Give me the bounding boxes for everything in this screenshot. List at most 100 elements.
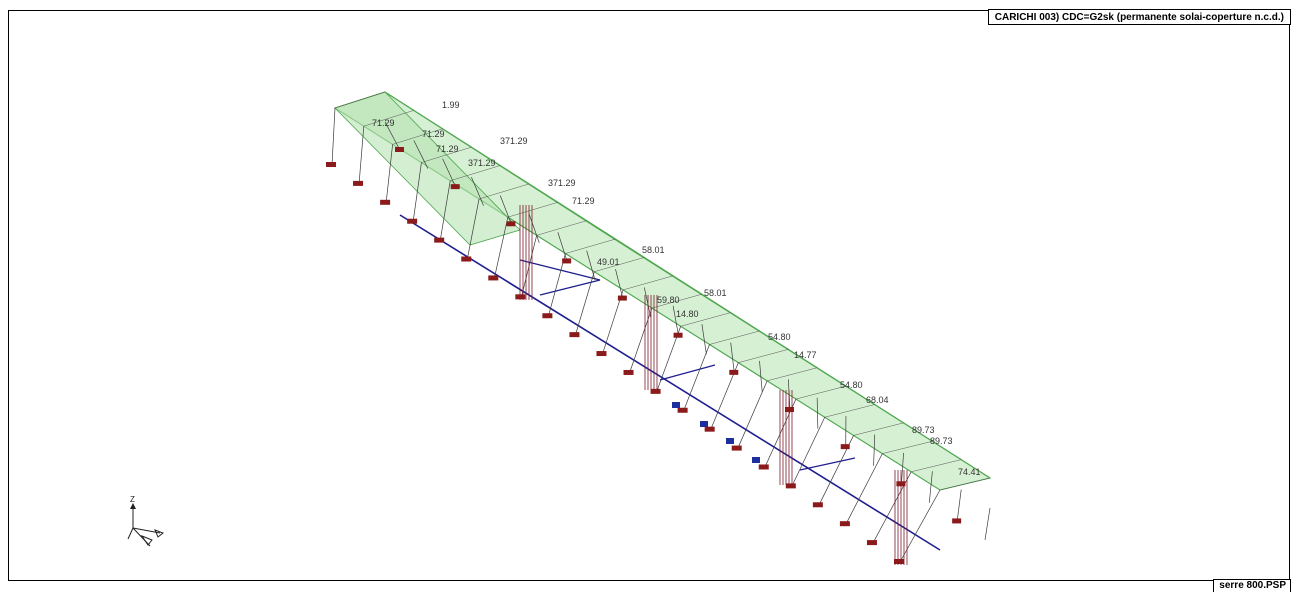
- purlin: [507, 202, 558, 218]
- purlin: [536, 220, 587, 236]
- column: [384, 121, 401, 151]
- column: [872, 471, 912, 544]
- load-labels: 1.99 71.29 371.29 71.29 71.29 371.29 371.29 71.…: [372, 100, 981, 477]
- tie-beam: [519, 259, 601, 281]
- axes-triad-icon: Z: [127, 495, 164, 547]
- purlin: [795, 385, 847, 400]
- column: [701, 324, 707, 355]
- support-icon: [569, 332, 580, 338]
- purlin: [680, 312, 731, 327]
- load-value-label: 89.73: [930, 436, 953, 446]
- column: [928, 471, 933, 503]
- load-value-label: 89.73: [912, 425, 935, 435]
- column: [471, 177, 484, 206]
- support-icon: [812, 502, 823, 508]
- load-value-label: 1.99: [442, 100, 460, 110]
- column: [412, 162, 422, 222]
- tie-beam: [539, 279, 601, 296]
- support-icon: [562, 258, 572, 264]
- purlin: [882, 440, 933, 454]
- column: [791, 417, 826, 487]
- column: [528, 213, 540, 243]
- column: [873, 434, 876, 466]
- purlin: [363, 110, 414, 127]
- load-value-label: 371.29: [468, 158, 496, 168]
- load-value-label: 371.29: [500, 136, 528, 146]
- column: [901, 452, 904, 485]
- supports: [326, 147, 962, 564]
- column: [439, 180, 451, 241]
- support-icon: [785, 407, 794, 412]
- purlin: [853, 422, 904, 436]
- roof-plane: [333, 91, 992, 491]
- tie-beam: [799, 457, 856, 471]
- column: [629, 307, 653, 374]
- load-value-label: 371.29: [548, 178, 576, 188]
- column: [899, 489, 941, 563]
- load-value-label: 54.80: [768, 332, 791, 342]
- purlin: [709, 330, 760, 345]
- column: [499, 195, 512, 225]
- load-value-label: 68.04: [866, 395, 889, 405]
- support-icon: [729, 369, 739, 375]
- support-icon: [407, 218, 418, 224]
- support-icon: [515, 294, 526, 300]
- purlin: [478, 183, 530, 200]
- support-icon: [395, 147, 404, 152]
- load-value-label: 71.29: [572, 196, 595, 206]
- load-value-label: 14.77: [794, 350, 817, 360]
- column: [984, 507, 991, 541]
- purlin: [421, 146, 472, 163]
- load-value-label: 54.80: [840, 380, 863, 390]
- axis-z-label: Z: [130, 495, 135, 504]
- ground-beam: [399, 214, 941, 551]
- drawing-frame: [8, 10, 1290, 581]
- purlin: [824, 404, 875, 418]
- column: [672, 305, 679, 336]
- column: [548, 253, 566, 317]
- support-icon-blue: [726, 438, 734, 444]
- load-value-label: 49.01: [597, 257, 620, 267]
- support-icon: [894, 559, 904, 564]
- column: [331, 107, 336, 166]
- load-value-label: 59.80: [657, 295, 680, 305]
- column: [466, 198, 480, 260]
- support-icon: [785, 483, 796, 489]
- ridge-line: [384, 91, 991, 479]
- columns: [331, 107, 991, 565]
- support-icon: [596, 351, 607, 357]
- load-case-title: CARICHI 003) CDC=G2sk (permanente solai-…: [987, 9, 1291, 25]
- purlin: [594, 257, 645, 272]
- support-icon-blue: [752, 457, 760, 463]
- purlin: [392, 128, 443, 145]
- beam-lines: [334, 91, 991, 551]
- purlin: [334, 91, 386, 109]
- column: [557, 232, 568, 262]
- support-icon: [896, 481, 906, 487]
- column: [816, 397, 819, 429]
- support-icon-blue: [700, 421, 708, 427]
- load-value-label: 58.01: [642, 245, 665, 255]
- purlin: [767, 367, 818, 382]
- load-value-label: 58.01: [704, 288, 727, 298]
- support-icon: [506, 221, 516, 227]
- support-icon: [450, 184, 460, 190]
- support-icon: [434, 237, 445, 243]
- support-icon: [840, 444, 850, 450]
- support-icon: [673, 332, 683, 338]
- column: [358, 126, 365, 184]
- column: [683, 344, 710, 411]
- load-value-label: 74.41: [958, 467, 981, 477]
- column: [956, 489, 962, 522]
- support-icon: [758, 464, 769, 470]
- support-icon: [866, 540, 877, 546]
- support-icon: [952, 518, 962, 524]
- column: [737, 380, 768, 449]
- support-icon: [488, 275, 499, 281]
- file-name-label: serre 800.PSP: [1213, 579, 1291, 592]
- purlin: [911, 459, 962, 473]
- support-icon: [542, 313, 553, 319]
- column: [385, 144, 393, 203]
